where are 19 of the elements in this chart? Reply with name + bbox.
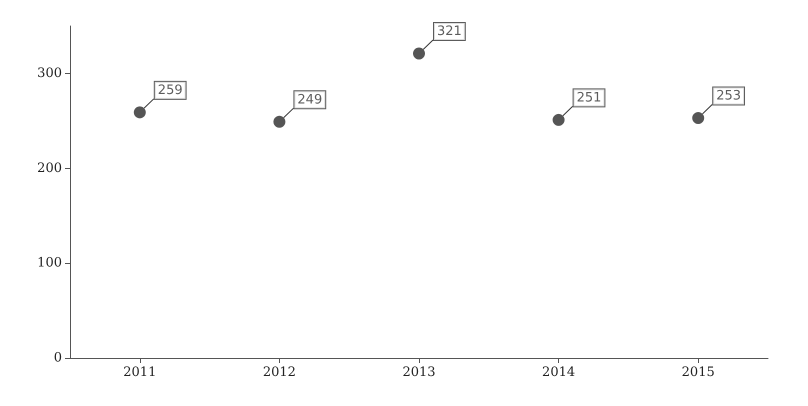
x-tick-label: 2013 — [402, 365, 436, 380]
y-tick-label: 0 — [54, 350, 62, 366]
y-tick-label: 300 — [37, 66, 62, 81]
x-tick-label: 2011 — [123, 365, 156, 380]
point — [273, 116, 286, 128]
y-tick-label: 100 — [37, 256, 62, 271]
point — [134, 106, 146, 118]
data-label: 259 — [158, 82, 183, 98]
data-label: 321 — [437, 24, 462, 40]
point — [413, 48, 425, 60]
data-label: 249 — [297, 92, 322, 108]
y-tick-label: 200 — [37, 160, 62, 176]
x-tick-label: 2014 — [542, 365, 576, 380]
data-label: 253 — [716, 88, 742, 104]
point — [692, 112, 704, 124]
x-tick-label: 2015 — [682, 365, 715, 380]
point — [552, 114, 565, 126]
data-label: 251 — [576, 90, 602, 106]
x-tick-label: 2012 — [262, 365, 296, 380]
